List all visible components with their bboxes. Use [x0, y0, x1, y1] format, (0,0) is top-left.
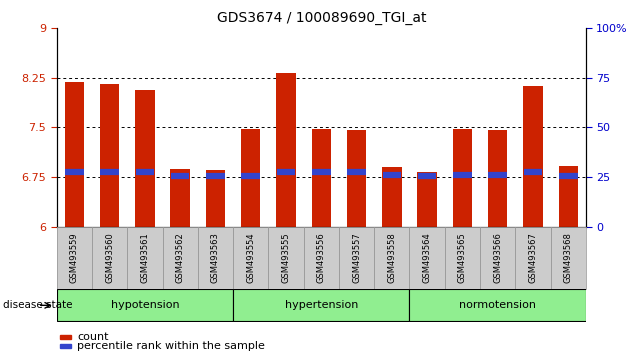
Bar [92, 227, 127, 289]
Text: GSM493560: GSM493560 [105, 232, 114, 283]
Text: normotension: normotension [459, 300, 536, 310]
Bar [233, 289, 410, 321]
Text: hypertension: hypertension [285, 300, 358, 310]
Bar [418, 172, 437, 227]
Text: GSM493557: GSM493557 [352, 232, 361, 283]
Title: GDS3674 / 100089690_TGI_at: GDS3674 / 100089690_TGI_at [217, 11, 426, 24]
Bar [515, 227, 551, 289]
Bar [445, 227, 480, 289]
Bar [312, 129, 331, 227]
Bar [268, 227, 304, 289]
Text: GSM493559: GSM493559 [70, 232, 79, 283]
Bar [339, 227, 374, 289]
Text: disease state: disease state [3, 300, 72, 310]
Bar [488, 130, 507, 227]
Text: GSM493568: GSM493568 [564, 232, 573, 283]
Bar [135, 90, 154, 227]
Text: hypotension: hypotension [111, 300, 179, 310]
Bar [410, 289, 586, 321]
Bar [171, 169, 190, 227]
Bar [198, 227, 233, 289]
Text: GSM493554: GSM493554 [246, 232, 255, 283]
Bar [382, 167, 401, 227]
Bar [100, 84, 119, 227]
Bar [206, 170, 225, 227]
Text: GSM493556: GSM493556 [317, 232, 326, 283]
Bar [277, 73, 295, 227]
Text: GSM493566: GSM493566 [493, 232, 502, 283]
Bar [551, 227, 586, 289]
Text: GSM493561: GSM493561 [140, 232, 149, 283]
Bar [57, 289, 233, 321]
Text: GSM493555: GSM493555 [282, 232, 290, 283]
Text: count: count [77, 332, 109, 342]
Text: GSM493562: GSM493562 [176, 232, 185, 283]
Text: GSM493565: GSM493565 [458, 232, 467, 283]
Bar [374, 227, 410, 289]
Bar [60, 335, 71, 339]
Text: GSM493564: GSM493564 [423, 232, 432, 283]
Bar [524, 86, 542, 227]
Bar [163, 227, 198, 289]
Bar [480, 227, 515, 289]
Bar [559, 166, 578, 227]
Bar [304, 227, 339, 289]
Bar [410, 227, 445, 289]
Bar [127, 227, 163, 289]
Bar [65, 82, 84, 227]
Text: GSM493558: GSM493558 [387, 232, 396, 283]
Bar [60, 344, 71, 348]
Bar [453, 129, 472, 227]
Text: GSM493563: GSM493563 [211, 232, 220, 283]
Bar [233, 227, 268, 289]
Text: GSM493567: GSM493567 [529, 232, 537, 283]
Bar [347, 130, 366, 227]
Bar [57, 227, 92, 289]
Text: percentile rank within the sample: percentile rank within the sample [77, 341, 265, 351]
Bar [241, 130, 260, 227]
